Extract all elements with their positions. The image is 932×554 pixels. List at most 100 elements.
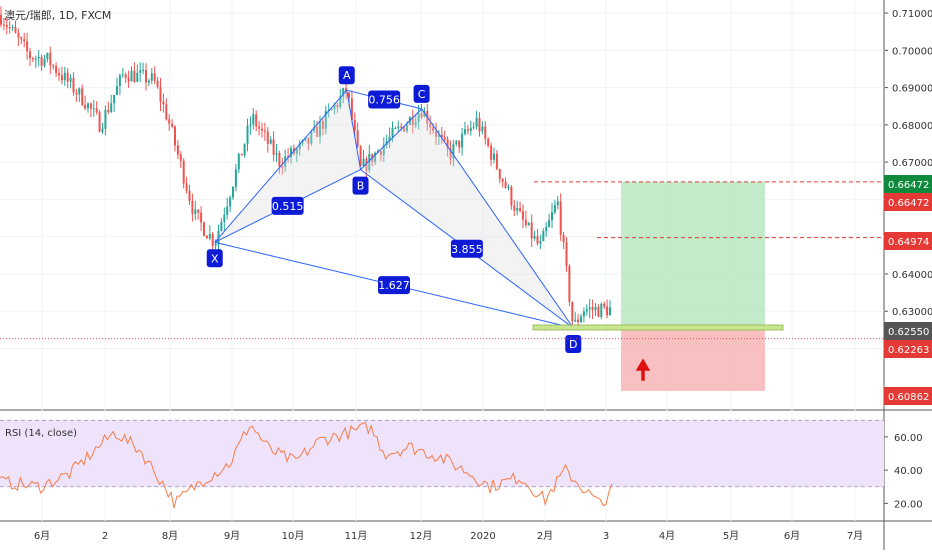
- candle-body: [559, 201, 562, 235]
- price-tick-label: 0.69000: [892, 84, 932, 95]
- candle-body: [229, 197, 232, 207]
- candle-body: [464, 129, 466, 134]
- candle-body: [411, 117, 414, 126]
- candle-body: [165, 104, 168, 120]
- time-label: 6月: [784, 530, 800, 542]
- time-axis[interactable]: 6月 2 8月 9月 10月 11月 12月 2020 2月 3 4月 5月 6月 7月: [34, 530, 863, 542]
- price-tick-label: 0.63000: [892, 307, 932, 318]
- price-tick-label: 0.70000: [892, 46, 932, 57]
- candle-body: [0, 14, 2, 25]
- candle-body: [403, 126, 406, 132]
- candle-body: [266, 131, 269, 144]
- xab-triangle: [214, 90, 361, 243]
- candle-body: [226, 206, 229, 215]
- candle-body: [168, 119, 171, 124]
- candle-body: [121, 74, 124, 76]
- price-tag-box[interactable]: [884, 340, 932, 358]
- candle-body: [304, 137, 307, 141]
- candle-body: [87, 103, 89, 109]
- candle-body: [63, 72, 66, 81]
- candle-body: [420, 113, 423, 118]
- ratio-label-box[interactable]: [368, 90, 401, 109]
- candle-body: [255, 114, 258, 127]
- candle-body: [536, 236, 539, 244]
- candle-body: [400, 126, 403, 128]
- candle-body: [116, 86, 118, 95]
- candle-body: [446, 139, 449, 149]
- candle-body: [603, 303, 606, 307]
- harmonic-pattern[interactable]: X A B C D 0.515 0.756 3.855 1.627: [206, 66, 582, 353]
- pattern-leg-ab: [346, 90, 362, 170]
- point-label-box[interactable]: [338, 66, 355, 85]
- price-tag-label: 0.64974: [888, 237, 929, 248]
- candle-body: [406, 124, 408, 132]
- candle-body: [556, 201, 559, 206]
- candle-body: [591, 307, 594, 310]
- candle-body: [597, 306, 600, 317]
- point-label-box[interactable]: [565, 335, 582, 353]
- candle-body: [295, 149, 298, 154]
- candle-body: [223, 214, 226, 222]
- price-tag-box[interactable]: [884, 193, 932, 211]
- candle-body: [577, 319, 580, 323]
- candle-body: [26, 41, 29, 52]
- ratio-label-box[interactable]: [450, 239, 483, 258]
- candle-body: [501, 178, 504, 182]
- point-label-box[interactable]: [413, 84, 430, 103]
- candle-body: [43, 58, 46, 66]
- ratio-label-box[interactable]: [271, 196, 304, 215]
- candle-body: [493, 153, 495, 160]
- candle-body: [397, 126, 400, 128]
- candle-body: [17, 32, 20, 38]
- point-label-box[interactable]: [206, 249, 223, 268]
- price-axis[interactable]: 0.710000.700000.690000.680000.670000.660…: [884, 9, 932, 405]
- time-label: 2020: [470, 531, 495, 542]
- candle-body: [11, 27, 14, 29]
- ratio-label: 0.515: [272, 200, 304, 213]
- candle-body: [562, 234, 565, 243]
- bcd-triangle: [360, 108, 574, 328]
- candle-body: [130, 70, 133, 82]
- candle-body: [136, 72, 139, 82]
- price-tag-box[interactable]: [884, 322, 932, 340]
- candle-body: [588, 307, 591, 310]
- candle-body: [545, 227, 548, 232]
- price-tag-box[interactable]: [884, 232, 932, 250]
- rsi-tick-label: 60.00: [894, 433, 923, 444]
- candle-body: [31, 58, 34, 60]
- candle-body: [339, 96, 342, 107]
- candle-body: [432, 127, 435, 132]
- candle-body: [321, 121, 324, 129]
- rsi-line: [0, 421, 613, 509]
- candle-body: [522, 211, 524, 220]
- candle-body: [200, 212, 203, 223]
- price-tag-label: 0.62550: [888, 327, 929, 338]
- candle-body: [95, 108, 98, 113]
- candle-body: [319, 121, 321, 137]
- pattern-leg-bc: [360, 108, 422, 170]
- pattern-leg-cd: [421, 108, 574, 329]
- candle-body: [484, 126, 487, 139]
- candle-body: [368, 153, 371, 171]
- price-tag-box[interactable]: [884, 387, 932, 405]
- point-label-box[interactable]: [352, 176, 369, 195]
- candle-body: [20, 37, 23, 40]
- price-tag-label: 0.60862: [888, 392, 929, 403]
- ratio-label-box[interactable]: [378, 276, 411, 295]
- candle-body: [330, 109, 333, 111]
- price-tick-label: 0.71000: [892, 9, 932, 20]
- candle-body: [75, 92, 78, 95]
- time-label: 4月: [659, 530, 675, 542]
- candle-body: [156, 80, 159, 87]
- point-label: A: [343, 69, 351, 82]
- candle-body: [353, 119, 356, 131]
- candle-body: [113, 94, 116, 104]
- candle-body: [336, 104, 339, 107]
- candle-body: [34, 58, 37, 60]
- candle-body: [478, 117, 481, 132]
- candle-body: [142, 69, 145, 71]
- price-tag-box[interactable]: [884, 175, 932, 193]
- candle-body: [124, 74, 127, 78]
- candle-body: [37, 56, 40, 59]
